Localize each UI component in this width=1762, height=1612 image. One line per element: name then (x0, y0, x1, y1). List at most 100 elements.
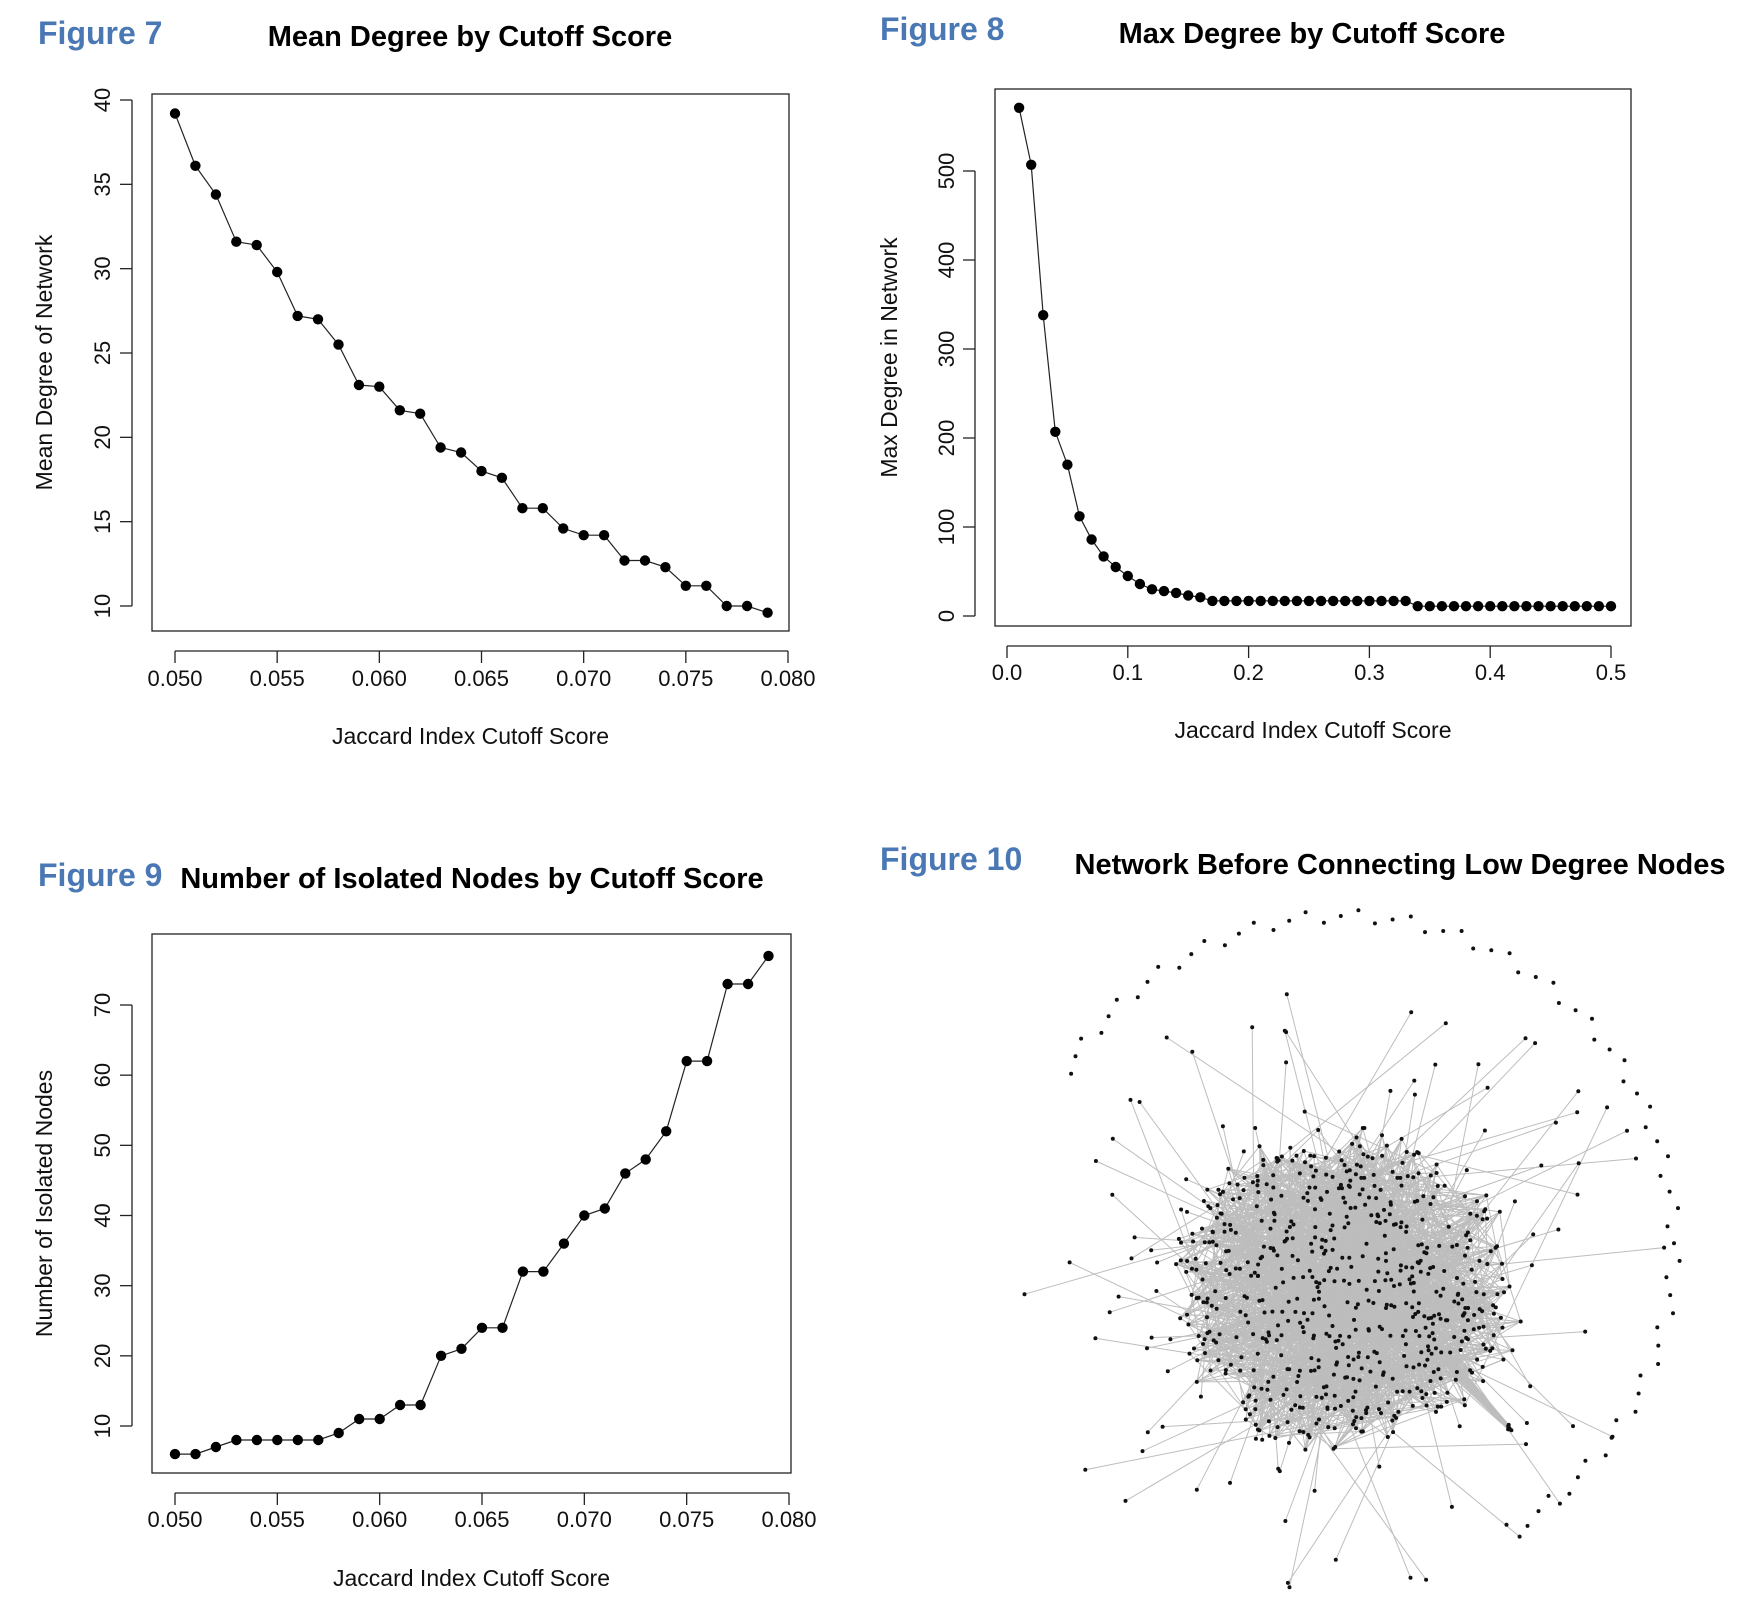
network-node (1190, 1049, 1195, 1054)
y-tick-label: 200 (934, 420, 959, 457)
network-node (1358, 1164, 1363, 1169)
network-edge (1343, 1197, 1574, 1427)
network-node (1313, 1235, 1318, 1240)
network-node (1362, 1126, 1367, 1130)
network-node (1290, 1253, 1295, 1258)
isolated-node (1177, 965, 1182, 970)
data-point (1436, 601, 1448, 612)
network-node (1392, 1304, 1397, 1309)
network-edge (1112, 1138, 1317, 1283)
network-node (1380, 1153, 1385, 1158)
network-node (1389, 1277, 1394, 1282)
network-node (1214, 1306, 1219, 1311)
network-node (1272, 1218, 1277, 1223)
network-node (1445, 1318, 1450, 1323)
network-node (1310, 1275, 1315, 1279)
isolated-node (1676, 1206, 1680, 1211)
network-node (1223, 1368, 1228, 1373)
network-node (1350, 1141, 1355, 1146)
isolated-node (1643, 1125, 1648, 1130)
network-node (1419, 1350, 1424, 1355)
y-tick-label: 400 (934, 242, 959, 279)
network-node (1257, 1298, 1262, 1303)
data-point (1050, 426, 1061, 437)
network-node (1411, 1315, 1415, 1319)
network-node (1418, 1269, 1423, 1274)
data-point (231, 1434, 242, 1446)
network-node (1168, 1337, 1173, 1342)
network-node (1475, 1199, 1479, 1204)
network-edge (1187, 1269, 1197, 1325)
data-point (231, 236, 242, 247)
network-node (1314, 1394, 1319, 1399)
data-point (1062, 459, 1073, 470)
network-node (1426, 1271, 1431, 1276)
network-node (1282, 1028, 1287, 1033)
network-node (1255, 1174, 1260, 1178)
network-node (1442, 1183, 1447, 1188)
network-node (1285, 1580, 1290, 1585)
isolated-node (1135, 995, 1140, 1000)
network-node (1445, 1390, 1450, 1395)
network-node (1438, 1293, 1443, 1298)
data-point (517, 1266, 529, 1277)
network-node (1276, 1466, 1281, 1471)
x-tick-label: 0.060 (352, 666, 407, 691)
network-node (1408, 1575, 1413, 1580)
network-node (1405, 1174, 1410, 1179)
isolated-node (1533, 975, 1538, 979)
network-node (1216, 1358, 1221, 1363)
figure-label: Figure 10 (880, 841, 1022, 877)
network-node (1466, 1306, 1471, 1310)
network-edge (1242, 1135, 1383, 1403)
network-node (1428, 1266, 1433, 1271)
network-node (1327, 1334, 1332, 1339)
network-node (1347, 1255, 1352, 1260)
network-node (1430, 1331, 1435, 1336)
network-edge (1201, 1228, 1368, 1408)
figure-label: Figure 7 (38, 15, 162, 51)
network-node (1343, 1375, 1348, 1380)
network-node (1485, 1262, 1490, 1266)
network-node (1459, 1339, 1464, 1344)
network-node (1202, 1337, 1207, 1342)
isolated-node (1622, 1058, 1627, 1063)
network-node (1275, 1156, 1280, 1161)
network-node (1428, 1202, 1433, 1206)
network-node (1316, 1296, 1321, 1301)
network-node (1392, 1413, 1397, 1418)
isolated-node (1408, 914, 1413, 919)
network-edge (1186, 1260, 1343, 1345)
network-node (1398, 1175, 1403, 1180)
network-node (1345, 1300, 1350, 1305)
chart-title: Max Degree by Cutoff Score (1119, 18, 1506, 50)
network-node (1255, 1351, 1260, 1356)
network-node (1221, 1189, 1225, 1194)
network-node (1218, 1260, 1223, 1265)
network-node (1285, 1367, 1290, 1372)
network-node (1426, 1344, 1430, 1349)
network-nodes (1022, 992, 1667, 1590)
network-node (1384, 1143, 1389, 1148)
network-edges (1024, 994, 1665, 1588)
network-node (1203, 1261, 1208, 1266)
network-node (1398, 1225, 1403, 1230)
network-edge (1392, 1431, 1520, 1537)
network-node (1222, 1229, 1227, 1234)
network-node (1553, 1120, 1558, 1125)
network-node (1507, 1426, 1512, 1431)
network-node (1320, 1237, 1325, 1242)
network-node (1346, 1398, 1351, 1403)
network-edge (1111, 1194, 1241, 1313)
network-node (1416, 1171, 1421, 1176)
network-node (1227, 1272, 1232, 1276)
network-node (1351, 1395, 1356, 1400)
x-tick-label: 0.050 (147, 666, 202, 691)
network-node (1261, 1157, 1266, 1162)
data-point (1291, 595, 1303, 607)
data-point (660, 562, 671, 573)
isolated-node (1236, 931, 1241, 936)
network-node (1237, 1196, 1242, 1201)
network-node (1281, 1392, 1286, 1397)
network-edge (1499, 1211, 1510, 1287)
